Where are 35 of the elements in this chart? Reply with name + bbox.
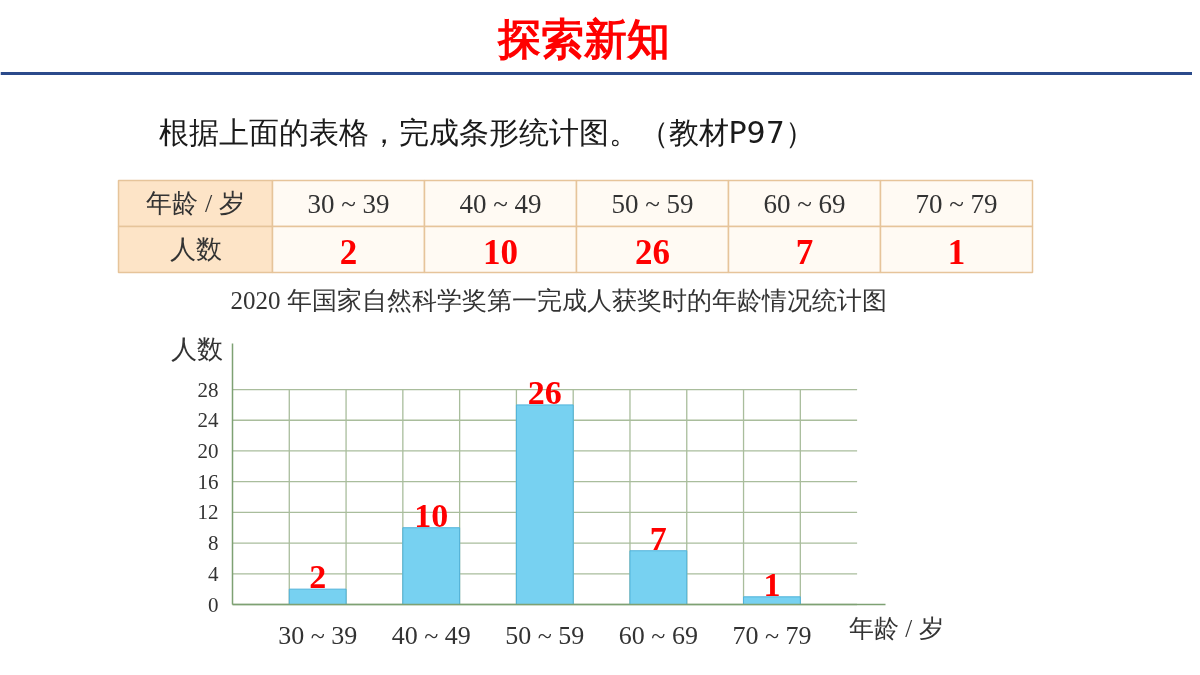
chart-title: 2020 年国家自然科学奖第一完成人获奖时的年龄情况统计图 [230, 286, 887, 314]
data-label: 7 [649, 519, 667, 557]
y-tick-label: 4 [208, 561, 219, 586]
category-label: 70 ~ 79 [915, 188, 998, 219]
category-label: 30 ~ 39 [307, 188, 390, 219]
y-axis-title: 人数 [170, 335, 223, 364]
y-tick-label: 12 [197, 500, 219, 525]
data-label: 1 [947, 232, 966, 272]
data-label: 26 [527, 373, 562, 411]
data-label: 7 [795, 232, 814, 272]
category-label: 60 ~ 69 [763, 188, 846, 219]
data-label: 1 [763, 565, 781, 603]
y-tick-label: 28 [197, 377, 219, 402]
x-tick-label: 50 ~ 59 [505, 620, 585, 650]
x-tick-label: 70 ~ 79 [732, 620, 812, 650]
category-label: 50 ~ 59 [611, 188, 694, 219]
y-tick-label: 24 [197, 408, 219, 433]
y-tick-label: 0 [208, 592, 219, 617]
data-label: 2 [309, 558, 327, 596]
y-tick-label: 8 [208, 531, 219, 556]
x-tick-label: 40 ~ 49 [391, 620, 471, 650]
x-axis-title: 年龄 / 岁 [849, 615, 944, 642]
text: 年龄 / 岁 [146, 189, 245, 218]
data-label: 26 [635, 232, 670, 272]
x-tick-label: 60 ~ 69 [618, 620, 698, 650]
category-label: 40 ~ 49 [459, 188, 542, 219]
data-label: 10 [414, 496, 449, 534]
data-label: 2 [339, 232, 358, 272]
y-tick-label: 16 [197, 469, 219, 494]
y-tick-label: 20 [197, 438, 219, 463]
text: 根据上面的表格，完成条形统计图。（教材P97） [158, 115, 815, 150]
text: 探索新知 [495, 13, 670, 64]
data-label: 10 [483, 232, 518, 272]
text: 人数 [169, 235, 222, 264]
x-tick-label: 30 ~ 39 [278, 620, 358, 650]
